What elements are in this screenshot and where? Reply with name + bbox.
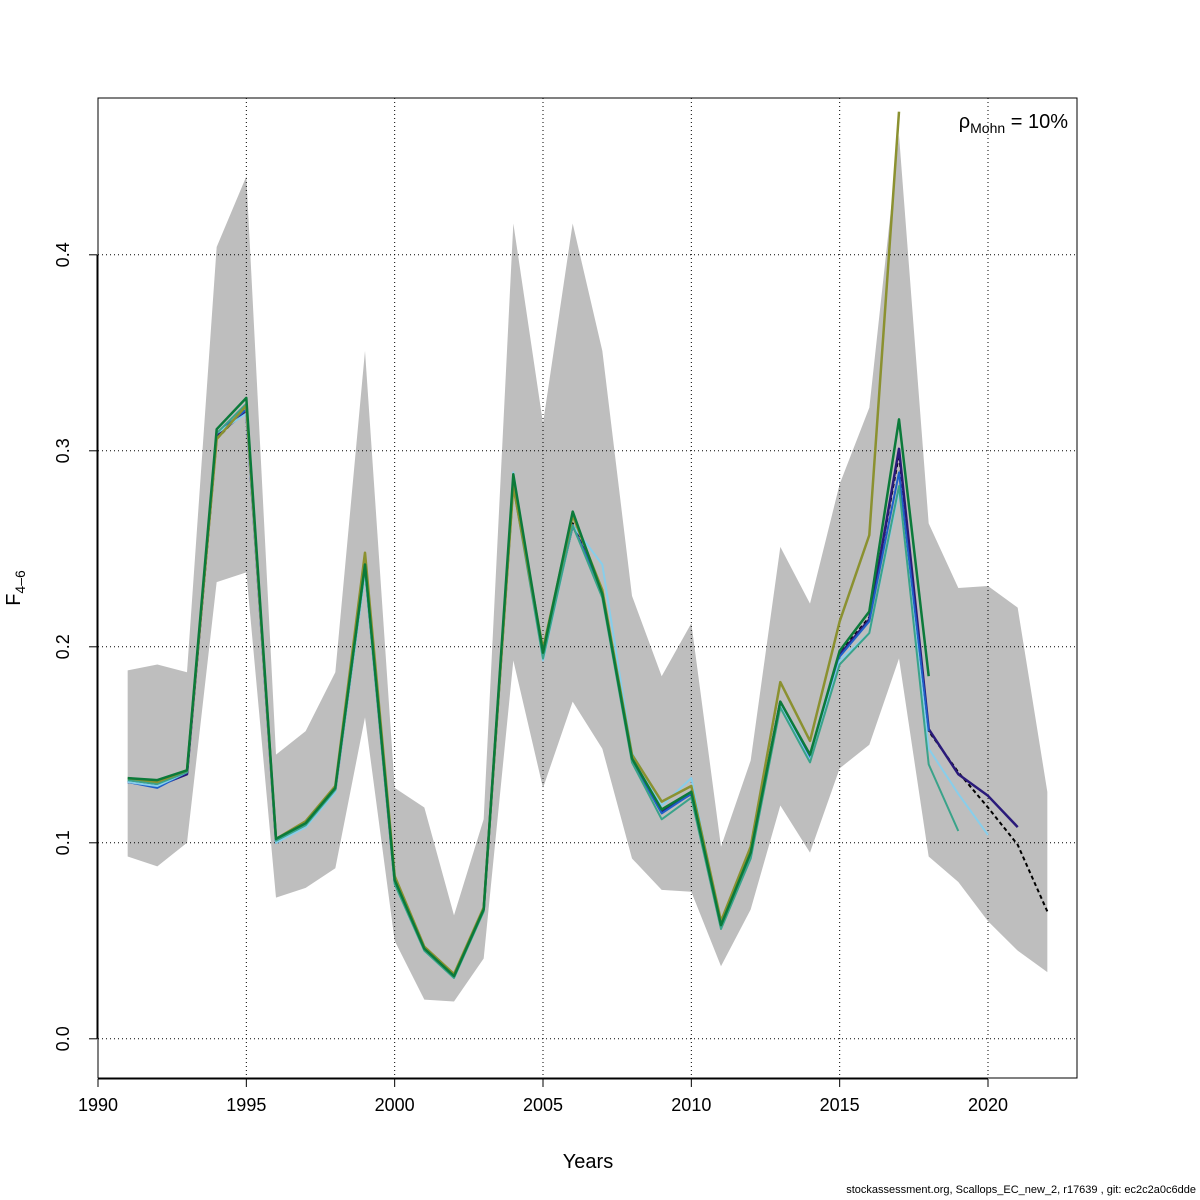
series-layer [127,111,1049,979]
y-tick-label-3: 0.3 [53,438,73,463]
x-axis: 1990 1995 2000 2005 2010 2015 2020 [78,1078,1008,1115]
y-tick-label-2: 0.2 [53,634,73,659]
x-tick-label-1995: 1995 [226,1095,266,1115]
mohn-rho-annotation: ρMohn = 10% [959,111,1068,136]
x-tick-label-2000: 2000 [375,1095,415,1115]
y-tick-label-4: 0.4 [53,242,73,267]
x-tick-label-2015: 2015 [820,1095,860,1115]
x-tick-label-2010: 2010 [671,1095,711,1115]
x-axis-title: Years [563,1151,613,1173]
y-tick-label-1: 0.1 [53,830,73,855]
confidence-band [127,135,1048,1002]
y-axis-title-base: F [3,594,25,606]
y-axis-title: F4–6 [3,570,28,606]
rho-subscript: Mohn [970,120,1005,136]
rho-symbol: ρ [959,111,970,133]
y-axis: 0.0 0.1 0.2 0.3 0.4 [53,242,98,1051]
x-tick-label-1990: 1990 [78,1095,118,1115]
confidence-band-layer [127,135,1048,1002]
footer-note: stockassessment.org, Scallops_EC_new_2, … [846,1184,1196,1196]
series-line-7 [127,396,930,978]
x-tick-label-2020: 2020 [968,1095,1008,1115]
rho-value: = 10% [1005,111,1068,133]
y-axis-title-sub: 4–6 [12,570,28,594]
x-tick-label-2005: 2005 [523,1095,563,1115]
y-tick-label-0: 0.0 [53,1026,73,1051]
plot-frame [97,97,1078,1079]
